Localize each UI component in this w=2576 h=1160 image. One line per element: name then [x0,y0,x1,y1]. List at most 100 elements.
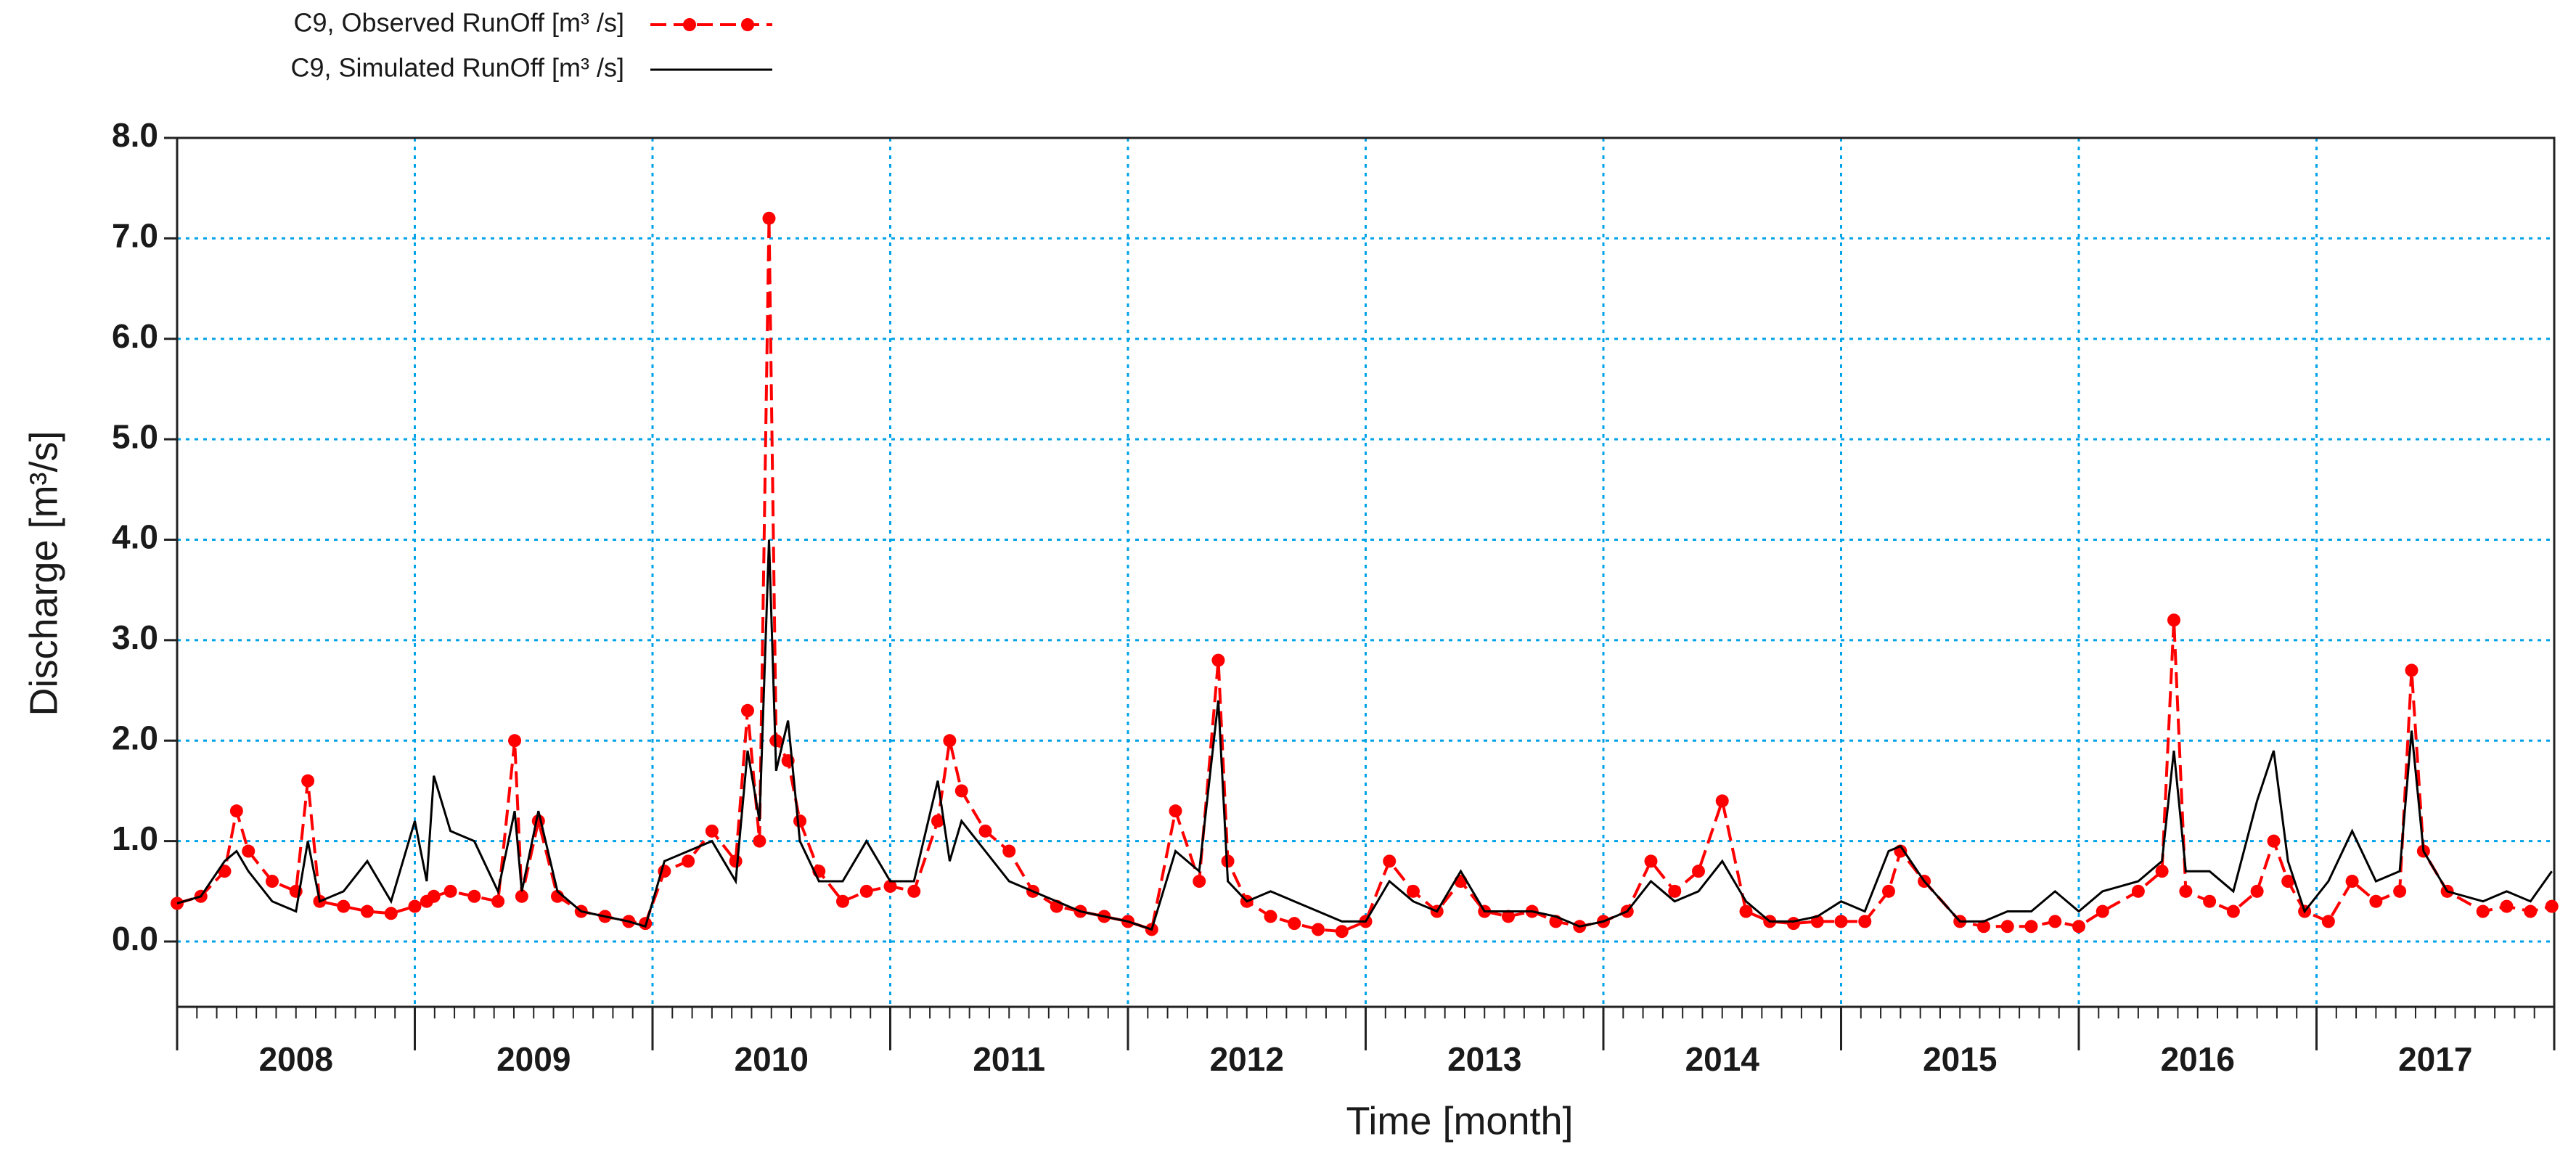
data-point [2226,904,2240,918]
data-point [1211,653,1225,667]
y-tick-label: 5.0 [112,417,158,455]
data-point [2321,915,2335,928]
data-point [408,899,422,913]
data-point [2155,865,2169,878]
data-point [1787,917,1800,931]
data-point [443,884,457,898]
data-point [1383,854,1397,868]
data-point [836,894,849,908]
data-point [1193,875,1206,889]
data-point [515,889,528,903]
data-point [1335,925,1349,939]
data-point [2048,915,2062,928]
data-point [242,844,255,858]
data-point [1264,910,1277,923]
data-point [682,854,695,868]
data-point [1668,884,1682,898]
data-point [1502,910,1515,923]
data-point [337,899,351,913]
x-tick-label: 2008 [259,1040,333,1078]
data-point [2369,894,2383,908]
data-point [1644,854,1658,868]
legend-label: C9, Observed RunOff [m³ /s] [294,8,624,38]
data-point [1002,844,1016,858]
x-tick-label: 2011 [973,1040,1045,1078]
data-point [2393,884,2407,898]
data-point [741,703,754,717]
data-point [1288,917,1301,931]
legend-marker [741,18,754,31]
data-point [2476,904,2490,918]
data-point [2000,920,2014,934]
data-point [907,884,921,898]
y-tick-label: 1.0 [112,820,158,857]
data-point [384,907,398,920]
data-point [762,211,776,225]
data-point [2345,875,2359,889]
y-tick-label: 2.0 [112,719,158,756]
data-point [2250,884,2264,898]
y-tick-label: 3.0 [112,618,158,656]
x-tick-label: 2009 [496,1040,571,1078]
data-point [931,814,944,828]
data-point [1739,904,1753,918]
y-tick-label: 4.0 [112,518,158,556]
plot-frame [176,136,2556,1008]
x-tick-label: 2013 [1447,1040,1521,1078]
y-axis-title: Discharge [m³/s] [22,430,65,716]
data-point [1407,884,1420,898]
data-point [883,879,897,893]
data-point [467,889,481,903]
x-tick-label: 2015 [1923,1040,1997,1078]
data-point [508,734,522,748]
y-tick-label: 6.0 [112,317,158,355]
data-point [531,814,545,828]
data-point [954,784,968,798]
data-point [427,889,441,903]
data-point [1169,804,1182,818]
data-point [793,814,807,828]
data-point [491,894,505,908]
data-point [266,875,279,889]
data-point [859,884,873,898]
data-point [1834,915,1848,928]
data-point [229,804,243,818]
data-point [1715,794,1729,808]
data-point [361,904,374,918]
data-point [2545,899,2559,913]
x-tick-label: 2012 [1210,1040,1284,1078]
data-point [753,834,766,848]
x-tick-label: 2014 [1685,1040,1760,1078]
data-point [1312,923,1325,936]
data-point [1977,920,1990,934]
data-point [2405,663,2418,677]
y-tick-label: 8.0 [112,116,158,154]
data-point [2500,899,2514,913]
data-point [2267,834,2281,848]
data-point [1692,865,1705,878]
x-axis-title: Time [month] [1346,1099,1573,1143]
y-tick-label: 0.0 [112,920,158,957]
data-point [218,865,232,878]
data-point [2095,904,2109,918]
data-point [1454,875,1468,889]
data-point [2179,884,2193,898]
data-point [943,734,957,748]
data-point [301,774,315,788]
data-point [729,854,743,868]
data-point [2167,613,2180,627]
data-point [705,824,719,838]
data-point [2024,920,2038,934]
data-point [2131,884,2145,898]
x-tick-label: 2016 [2161,1040,2235,1078]
data-point [1858,915,1872,928]
legend-label: C9, Simulated RunOff [m³ /s] [291,53,625,83]
legend-marker [683,18,696,31]
data-point [2203,894,2217,908]
series-line [176,539,2553,931]
data-point [2524,904,2538,918]
data-point [2281,875,2295,889]
y-tick-label: 7.0 [112,217,158,255]
data-point [2072,920,2085,934]
